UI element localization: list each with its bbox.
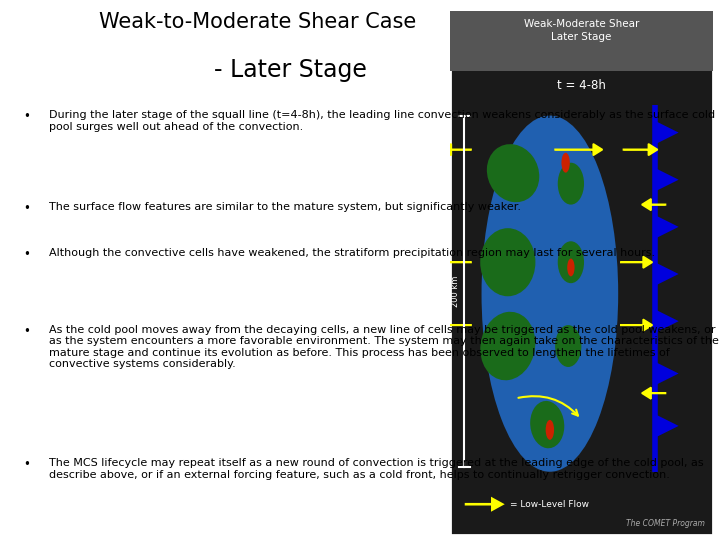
Ellipse shape bbox=[480, 228, 536, 296]
Ellipse shape bbox=[482, 116, 618, 472]
Text: = Low-Level Flow: = Low-Level Flow bbox=[510, 500, 590, 509]
Text: Although the convective cells have weakened, the stratiform precipitation region: Although the convective cells have weake… bbox=[49, 248, 654, 258]
Polygon shape bbox=[655, 414, 679, 438]
Text: - Later Stage: - Later Stage bbox=[214, 58, 366, 83]
FancyArrow shape bbox=[439, 256, 471, 268]
FancyArrow shape bbox=[642, 387, 665, 399]
Text: During the later stage of the squall line (t=4-8h), the leading line convection : During the later stage of the squall lin… bbox=[49, 110, 715, 132]
Text: The surface flow features are similar to the mature system, but significantly we: The surface flow features are similar to… bbox=[49, 202, 521, 212]
Polygon shape bbox=[655, 309, 679, 333]
Text: The MCS lifecycle may repeat itself as a new round of convection is triggered at: The MCS lifecycle may repeat itself as a… bbox=[49, 458, 703, 480]
FancyArrow shape bbox=[621, 256, 652, 268]
Text: •: • bbox=[23, 202, 30, 215]
FancyArrow shape bbox=[466, 498, 503, 510]
Ellipse shape bbox=[546, 420, 554, 440]
Ellipse shape bbox=[567, 259, 575, 276]
Bar bbox=[450, 11, 713, 71]
Ellipse shape bbox=[562, 153, 570, 173]
FancyArrow shape bbox=[624, 144, 657, 156]
Text: •: • bbox=[23, 248, 30, 261]
Polygon shape bbox=[655, 121, 679, 144]
Ellipse shape bbox=[480, 312, 536, 380]
Text: As the cold pool moves away from the decaying cells, a new line of cells may be : As the cold pool moves away from the dec… bbox=[49, 325, 719, 369]
FancyArrow shape bbox=[642, 199, 665, 211]
Polygon shape bbox=[655, 262, 679, 286]
FancyArrow shape bbox=[621, 319, 652, 331]
Ellipse shape bbox=[558, 241, 584, 283]
Text: t = 4-8h: t = 4-8h bbox=[557, 79, 606, 92]
Polygon shape bbox=[655, 215, 679, 239]
Text: •: • bbox=[23, 458, 30, 471]
Ellipse shape bbox=[555, 325, 582, 367]
Text: The COMET Program: The COMET Program bbox=[626, 519, 705, 528]
Polygon shape bbox=[655, 168, 679, 192]
FancyArrow shape bbox=[442, 144, 471, 156]
Polygon shape bbox=[655, 362, 679, 386]
Text: 200 km: 200 km bbox=[451, 275, 460, 307]
Text: •: • bbox=[23, 110, 30, 123]
Text: •: • bbox=[23, 325, 30, 338]
Ellipse shape bbox=[530, 401, 564, 448]
FancyArrow shape bbox=[555, 144, 603, 156]
Ellipse shape bbox=[558, 163, 584, 205]
FancyArrow shape bbox=[439, 319, 471, 331]
Text: Weak-Moderate Shear
Later Stage: Weak-Moderate Shear Later Stage bbox=[523, 19, 639, 42]
Text: Weak-to-Moderate Shear Case: Weak-to-Moderate Shear Case bbox=[99, 12, 416, 32]
Ellipse shape bbox=[487, 144, 539, 202]
